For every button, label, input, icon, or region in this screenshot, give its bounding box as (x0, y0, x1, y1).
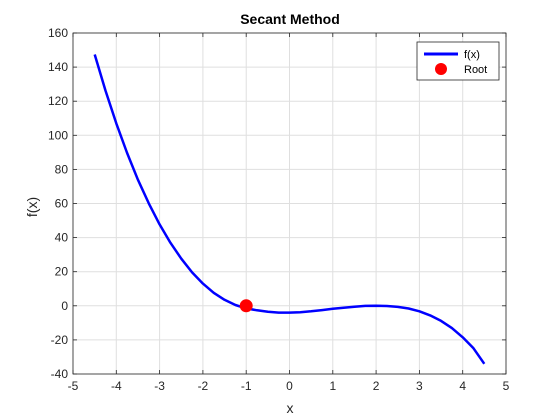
y-tick-label: 100 (48, 128, 68, 142)
y-tick-label: 20 (55, 265, 69, 279)
x-tick-label: -5 (68, 379, 79, 393)
y-tick-label: 140 (48, 60, 68, 74)
legend-label-fx: f(x) (464, 49, 480, 61)
x-tick-label: 5 (503, 379, 510, 393)
y-tick-label: 120 (48, 94, 68, 108)
x-tick-label: 0 (286, 379, 293, 393)
y-tick-label: 160 (48, 26, 68, 40)
x-tick-label: 2 (373, 379, 380, 393)
y-tick-label: 40 (55, 231, 69, 245)
x-tick-label: -2 (198, 379, 209, 393)
x-tick-label: 4 (459, 379, 466, 393)
x-tick-label: -4 (111, 379, 122, 393)
root-marker (239, 299, 253, 313)
y-tick-label: 0 (61, 299, 68, 313)
chart-title: Secant Method (240, 11, 340, 27)
x-axis-label: x (287, 400, 294, 416)
legend: f(x) Root (416, 41, 500, 81)
x-tick-label: 1 (329, 379, 336, 393)
y-axis-label: f(x) (24, 197, 40, 217)
y-tick-label: -40 (51, 367, 69, 381)
legend-box (416, 41, 500, 81)
fx-curve (93, 54, 486, 365)
y-tick-label: 80 (55, 162, 69, 176)
y-tick-label: 60 (55, 197, 69, 211)
y-tick-label: -20 (51, 333, 69, 347)
legend-label-root: Root (464, 64, 487, 76)
x-tick-label: 3 (416, 379, 423, 393)
legend-marker-swatch (435, 63, 447, 75)
x-tick-label: -1 (241, 379, 252, 393)
x-tick-label: -3 (154, 379, 165, 393)
